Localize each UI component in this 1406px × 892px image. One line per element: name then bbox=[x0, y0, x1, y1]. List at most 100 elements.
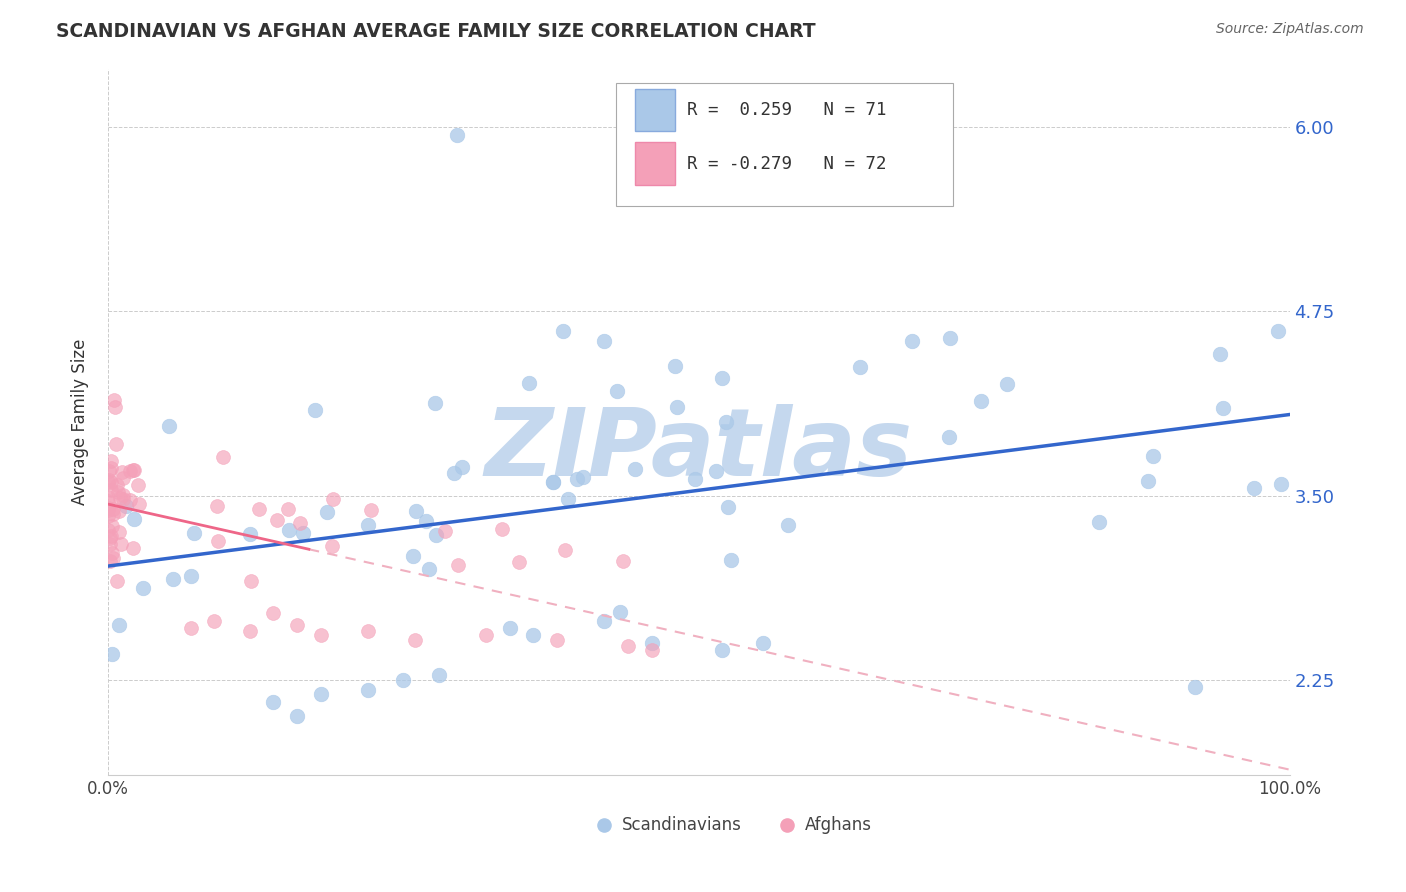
Point bbox=[593, 614, 616, 628]
Point bbox=[551, 324, 574, 338]
Point bbox=[112, 487, 135, 501]
Point bbox=[717, 500, 740, 514]
Point bbox=[101, 545, 124, 559]
Point bbox=[1136, 474, 1159, 488]
Point bbox=[711, 643, 734, 657]
Point bbox=[1212, 401, 1234, 416]
Point bbox=[491, 522, 513, 536]
Point bbox=[122, 463, 145, 477]
Point bbox=[443, 466, 465, 480]
Point bbox=[433, 524, 456, 538]
Point bbox=[321, 540, 343, 554]
Point bbox=[405, 504, 427, 518]
Point bbox=[418, 562, 440, 576]
Point bbox=[100, 529, 122, 543]
Point bbox=[392, 673, 415, 687]
Point bbox=[103, 507, 125, 521]
Point bbox=[98, 531, 121, 545]
Point bbox=[357, 682, 380, 697]
Point bbox=[101, 501, 124, 516]
Point bbox=[704, 464, 727, 478]
Point bbox=[1209, 346, 1232, 360]
Point bbox=[292, 526, 315, 541]
Point bbox=[322, 491, 344, 506]
Point bbox=[665, 400, 688, 414]
Point bbox=[446, 128, 468, 142]
Point bbox=[499, 621, 522, 635]
Point bbox=[711, 370, 734, 384]
Point bbox=[360, 503, 382, 517]
Point bbox=[776, 517, 799, 532]
Point bbox=[110, 537, 132, 551]
Point bbox=[262, 607, 284, 621]
Point bbox=[309, 628, 332, 642]
Point bbox=[277, 523, 299, 537]
Point bbox=[683, 472, 706, 486]
Point bbox=[239, 624, 262, 638]
Point bbox=[239, 526, 262, 541]
Point bbox=[266, 513, 288, 527]
Point bbox=[128, 497, 150, 511]
Point bbox=[122, 541, 145, 555]
Point bbox=[447, 558, 470, 573]
Point bbox=[180, 569, 202, 583]
Point bbox=[425, 528, 447, 542]
Point bbox=[97, 500, 120, 515]
Text: ZIPatlas: ZIPatlas bbox=[485, 404, 912, 496]
Point bbox=[97, 523, 120, 537]
Point bbox=[108, 504, 131, 518]
Point bbox=[1184, 680, 1206, 694]
Point bbox=[606, 384, 628, 399]
Point bbox=[180, 621, 202, 635]
Point bbox=[112, 492, 135, 507]
Point bbox=[101, 551, 124, 566]
Point bbox=[617, 639, 640, 653]
Text: R =  0.259   N = 71: R = 0.259 N = 71 bbox=[688, 101, 887, 119]
Point bbox=[108, 525, 131, 540]
Point bbox=[404, 632, 426, 647]
Point bbox=[97, 503, 120, 517]
Point bbox=[97, 490, 120, 504]
Point bbox=[262, 695, 284, 709]
Point bbox=[304, 402, 326, 417]
Point bbox=[1270, 477, 1292, 491]
Point bbox=[98, 537, 121, 551]
Point bbox=[101, 519, 124, 533]
Point bbox=[285, 618, 308, 632]
FancyBboxPatch shape bbox=[616, 83, 953, 206]
Point bbox=[97, 473, 120, 487]
Point bbox=[100, 483, 122, 497]
Point bbox=[571, 470, 593, 484]
Text: Scandinavians: Scandinavians bbox=[621, 816, 742, 834]
Point bbox=[100, 475, 122, 489]
Point bbox=[97, 464, 120, 478]
Point bbox=[720, 553, 742, 567]
Point bbox=[522, 628, 544, 642]
Point bbox=[612, 553, 634, 567]
FancyBboxPatch shape bbox=[636, 89, 675, 131]
Point bbox=[122, 462, 145, 476]
Point bbox=[508, 555, 530, 569]
Point bbox=[157, 419, 180, 434]
Point bbox=[402, 549, 425, 563]
Point bbox=[557, 491, 579, 506]
Point bbox=[939, 330, 962, 344]
Point bbox=[239, 574, 262, 588]
Point bbox=[212, 450, 235, 464]
Point bbox=[247, 501, 270, 516]
Point bbox=[131, 581, 153, 595]
Point bbox=[107, 484, 129, 499]
Point bbox=[98, 554, 121, 568]
Point bbox=[277, 502, 299, 516]
Point bbox=[285, 709, 308, 723]
Point bbox=[118, 464, 141, 478]
Point bbox=[475, 628, 498, 642]
Point bbox=[110, 465, 132, 479]
Y-axis label: Average Family Size: Average Family Size bbox=[72, 339, 89, 505]
Point bbox=[108, 617, 131, 632]
Point bbox=[105, 574, 128, 588]
Point bbox=[546, 632, 568, 647]
Point bbox=[105, 478, 128, 492]
Text: Afghans: Afghans bbox=[806, 816, 872, 834]
Point bbox=[108, 491, 131, 505]
